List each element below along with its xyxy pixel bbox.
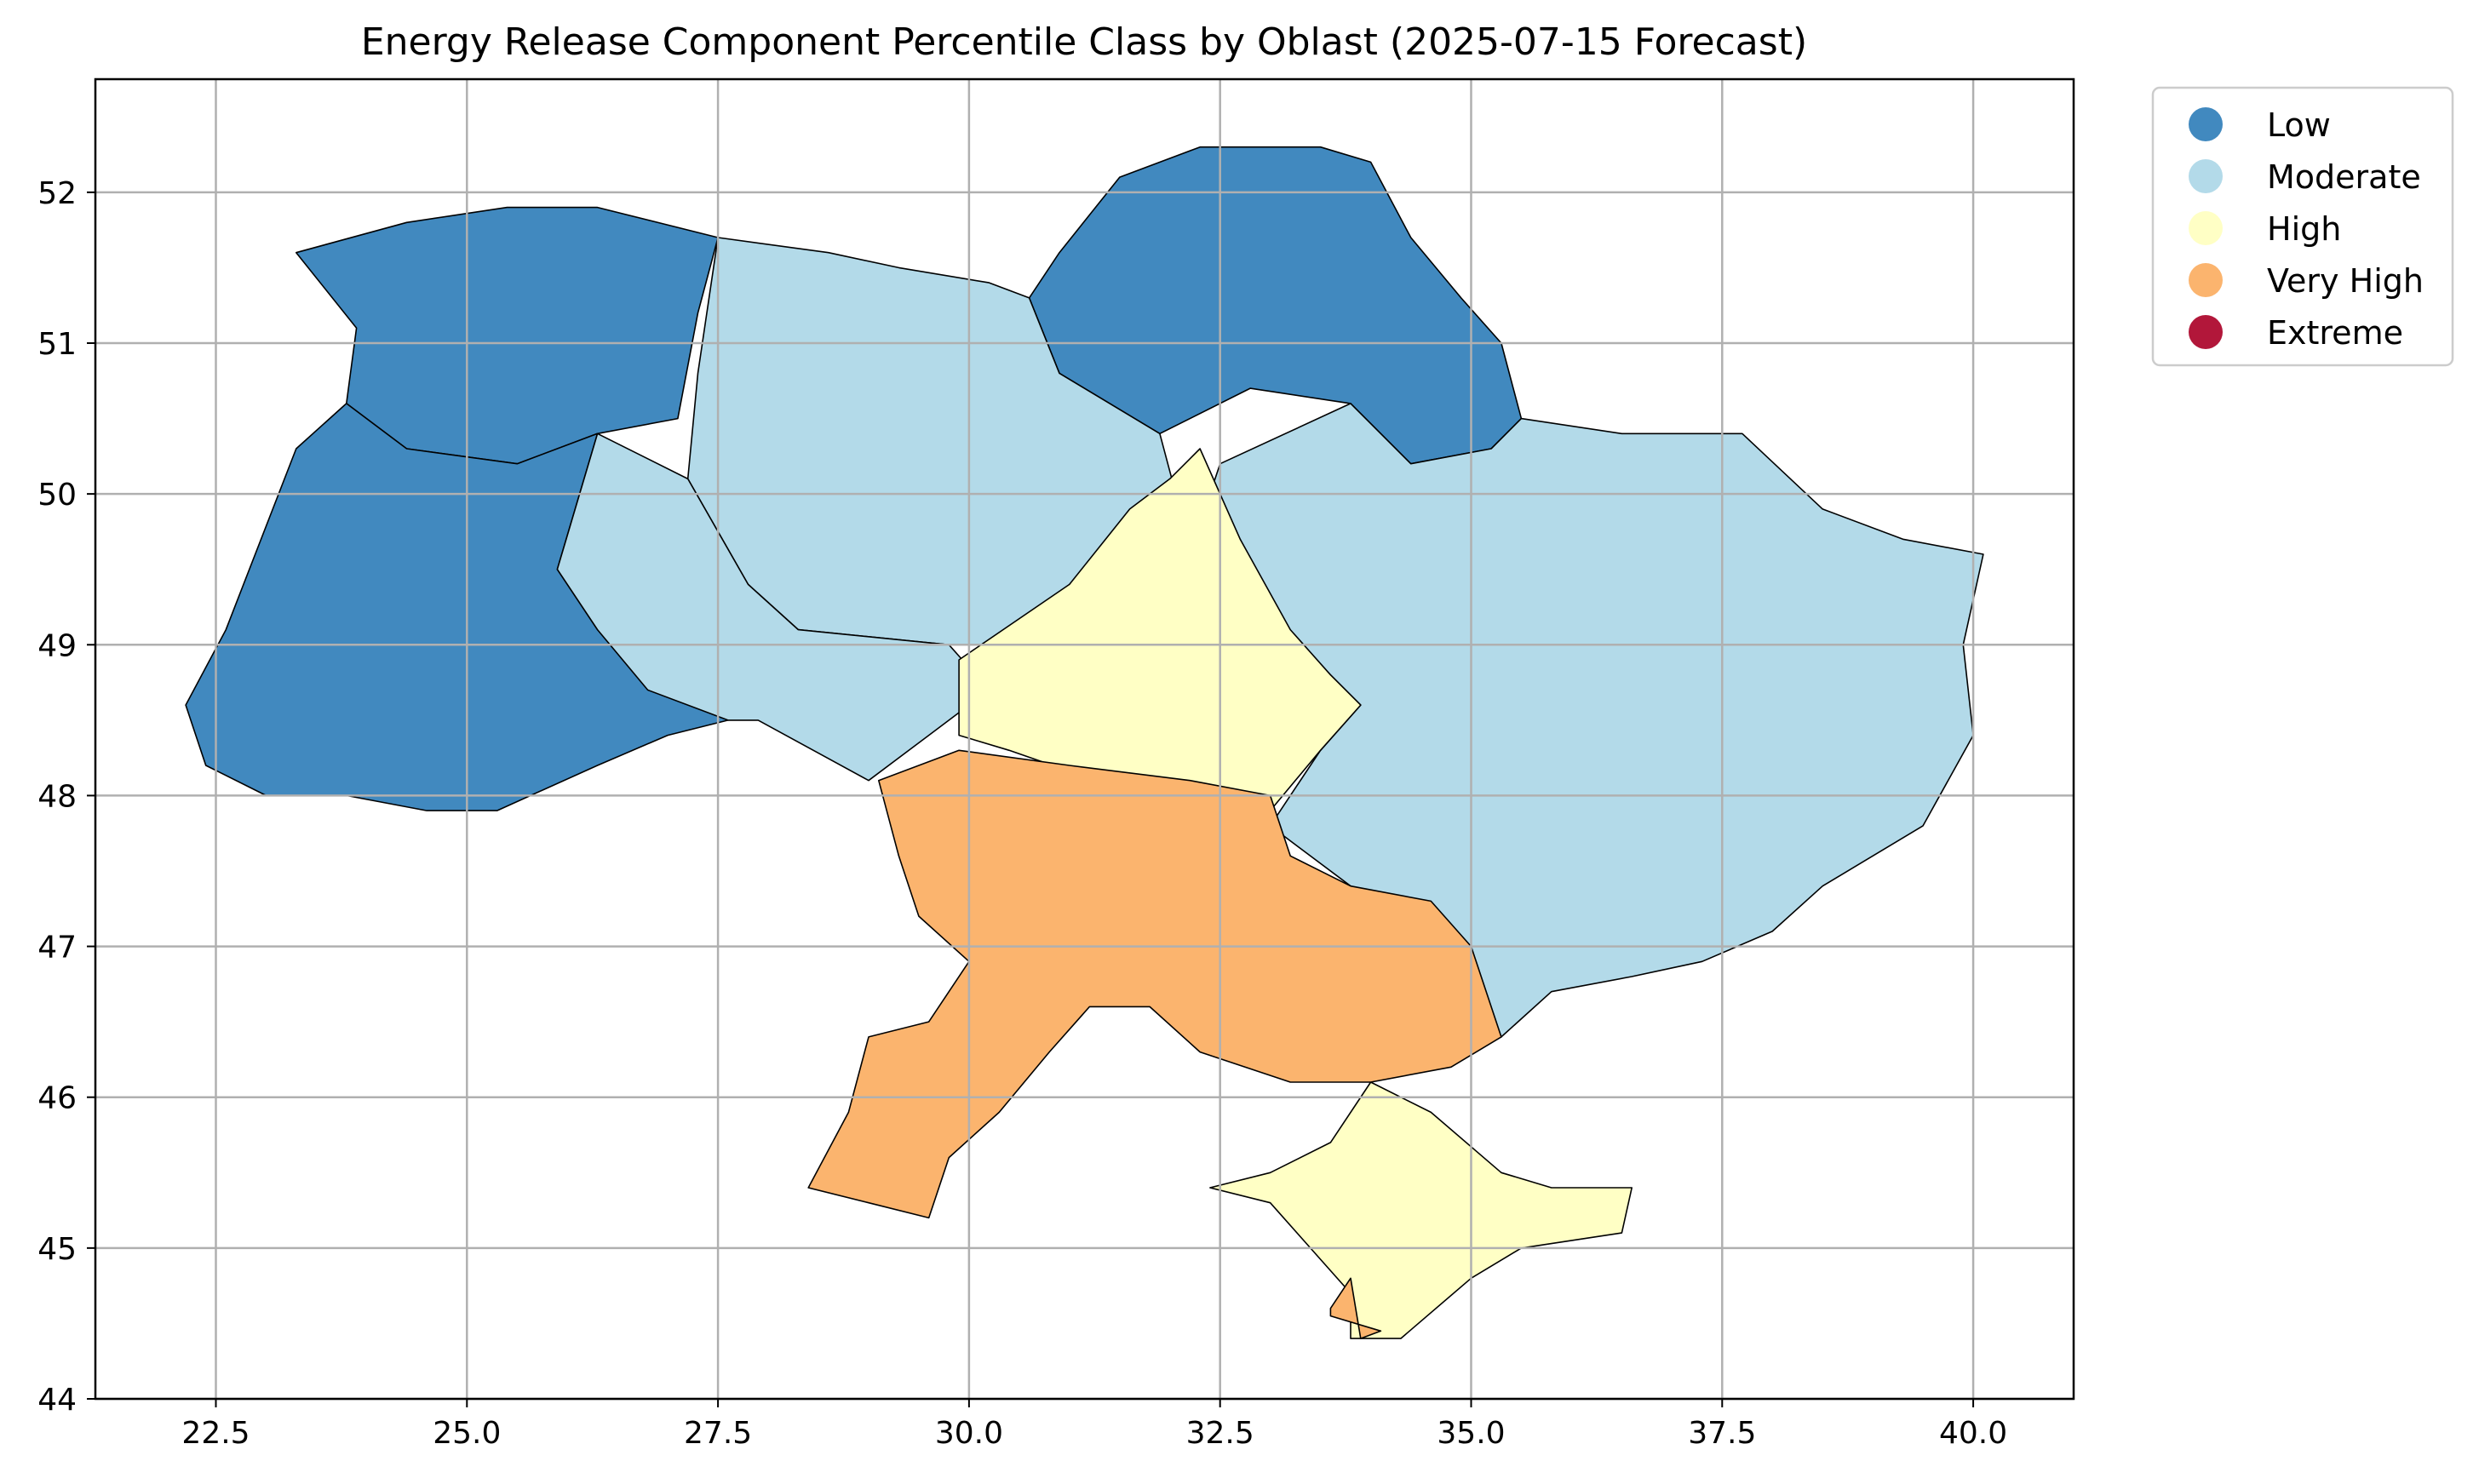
map-plot-area bbox=[94, 77, 2075, 1401]
legend-label-very-high: Very High bbox=[2267, 262, 2424, 300]
legend-label-extreme: Extreme bbox=[2267, 314, 2403, 352]
x-axis: 22.5 25.0 27.5 30.0 32.5 35.0 37.5 40.0 bbox=[181, 1399, 2007, 1451]
y-tick-label: 46 bbox=[37, 1081, 77, 1116]
legend-marker-very-high bbox=[2189, 263, 2223, 297]
x-tick-label: 35.0 bbox=[1437, 1416, 1505, 1451]
y-tick-label: 49 bbox=[37, 628, 77, 663]
legend: Low Moderate High Very High Extreme bbox=[2151, 86, 2454, 367]
x-tick-label: 37.5 bbox=[1688, 1416, 1756, 1451]
oblast-region-very-high bbox=[807, 749, 1502, 1219]
legend-label-high: High bbox=[2267, 210, 2341, 248]
y-tick-label: 47 bbox=[37, 931, 77, 965]
oblast-region-very-high bbox=[1329, 1277, 1382, 1339]
x-tick-label: 27.5 bbox=[684, 1416, 752, 1451]
oblast-region-moderate bbox=[556, 433, 990, 782]
y-tick-label: 44 bbox=[37, 1383, 77, 1418]
chart-title: Energy Release Component Percentile Clas… bbox=[361, 20, 1807, 64]
legend-marker-low bbox=[2189, 107, 2223, 141]
legend-marker-moderate bbox=[2189, 159, 2223, 193]
x-tick-label: 22.5 bbox=[181, 1416, 250, 1451]
y-tick-label: 48 bbox=[37, 779, 77, 814]
legend-marker-extreme bbox=[2189, 315, 2223, 349]
oblast-regions bbox=[185, 146, 1984, 1339]
y-tick-label: 45 bbox=[37, 1232, 77, 1267]
x-tick-label: 40.0 bbox=[1939, 1416, 2007, 1451]
y-tick-label: 51 bbox=[37, 327, 77, 362]
legend-marker-high bbox=[2189, 211, 2223, 245]
x-tick-label: 30.0 bbox=[935, 1416, 1003, 1451]
legend-box bbox=[2151, 86, 2454, 367]
y-tick-label: 52 bbox=[37, 176, 77, 211]
y-tick-label: 50 bbox=[37, 478, 77, 513]
oblast-region-high bbox=[1209, 1081, 1633, 1339]
y-axis: 44 45 46 47 48 49 50 51 52 bbox=[37, 176, 95, 1418]
plot-frame bbox=[94, 77, 2075, 1401]
legend-label-low: Low bbox=[2267, 106, 2331, 144]
legend-label-moderate: Moderate bbox=[2267, 158, 2421, 196]
x-tick-label: 32.5 bbox=[1186, 1416, 1254, 1451]
x-tick-label: 25.0 bbox=[433, 1416, 501, 1451]
